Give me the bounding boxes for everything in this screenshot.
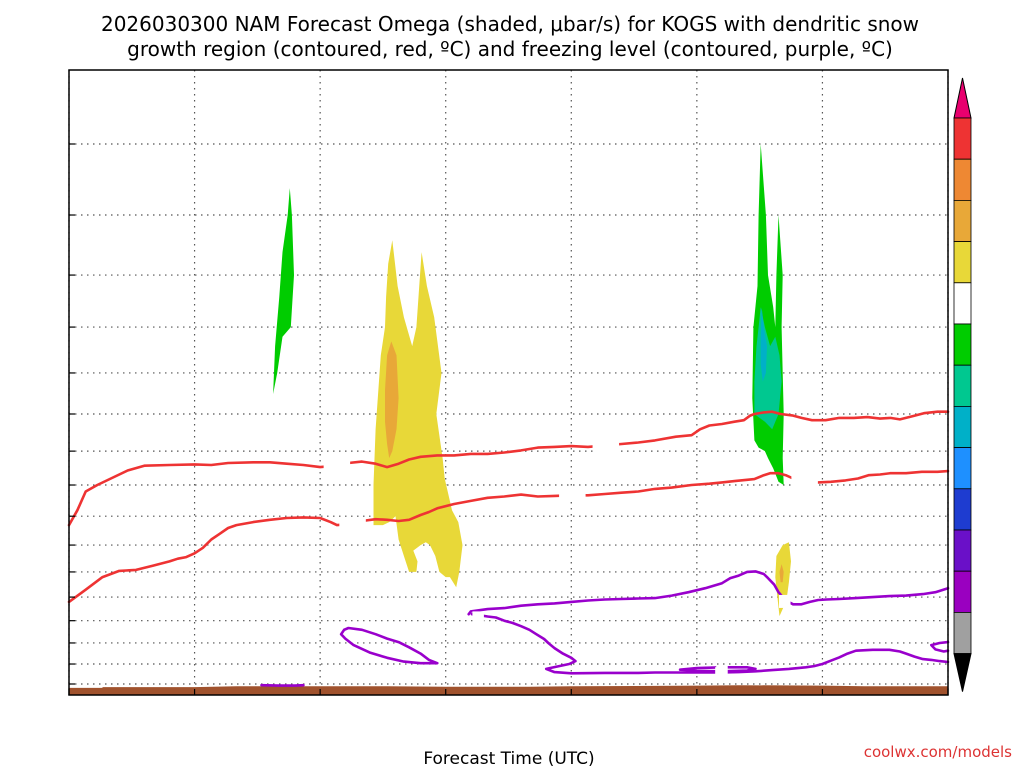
contour-label-bg-freezing-level-upper-1 (779, 594, 791, 608)
contour-label-bg-freezing-level-upper-0 (472, 611, 484, 625)
contour-label-bg-dgz-minus-18-0 (323, 458, 351, 472)
shaded-orange-subsidence-2 (779, 564, 784, 583)
colorbar-swatch-12 (953, 570, 972, 613)
shaded-yellow-subsidence-1 (373, 240, 463, 588)
terrain-ground (69, 685, 948, 695)
x-axis (68, 689, 949, 695)
contour-freezing-level-left-loop (339, 626, 439, 665)
colorbar (953, 77, 972, 692)
contour-freezing-level-lower (470, 612, 950, 675)
colorbar-swatch-13 (953, 612, 972, 655)
omega-shading-layer (273, 144, 791, 617)
colorbar-swatch-5 (953, 282, 972, 325)
shaded-cyan-upward-2 (760, 307, 767, 382)
contour-freezing-level-upper (467, 570, 950, 616)
terrain-layer (69, 685, 948, 695)
plot-frame (68, 69, 949, 696)
shaded-green-upward-1 (273, 188, 294, 394)
colorbar-bottom-arrow (953, 653, 972, 692)
colorbar-swatch-3 (953, 199, 972, 242)
contour-freezing-level-right-loop (930, 640, 950, 653)
colorbar-swatch-1 (953, 117, 972, 160)
contour-label-bg-dgz-minus-12-0 (339, 518, 366, 532)
plot-area (69, 70, 948, 695)
contour-lines-layer (67, 410, 950, 687)
colorbar-swatch-11 (953, 529, 972, 572)
colorbar-swatch-4 (953, 241, 972, 284)
chart-title-line-1: 2026030300 NAM Forecast Omega (shaded, μ… (101, 12, 919, 36)
shaded-orange-subsidence-1 (385, 341, 399, 459)
credit-text: coolwx.com/models (864, 743, 1012, 761)
colorbar-swatch-10 (953, 488, 972, 531)
chart-title-line-2: growth region (contoured, red, ºC) and f… (127, 37, 893, 61)
colorbar-swatch-9 (953, 447, 972, 490)
contour-label-bg-dgz-minus-18-1 (592, 442, 620, 456)
colorbar-top-arrow (953, 77, 972, 119)
contour-labels-layer (323, 442, 818, 681)
colorbar-swatch-8 (953, 405, 972, 448)
contour-freezing-level-low-loop (678, 666, 757, 673)
contour-label-bg-freezing-level-low-loop-0 (715, 667, 727, 681)
colorbar-swatch-2 (953, 158, 972, 201)
colorbar-swatch-6 (953, 323, 972, 366)
contour-label-bg-dgz-minus-12-2 (791, 476, 818, 490)
contour-label-bg-dgz-minus-12-1 (559, 488, 586, 502)
contour-dgz-minus-18 (67, 410, 950, 527)
colorbar-swatch-7 (953, 364, 972, 407)
y-axis (69, 143, 75, 685)
x-axis-label: Forecast Time (UTC) (423, 749, 594, 768)
